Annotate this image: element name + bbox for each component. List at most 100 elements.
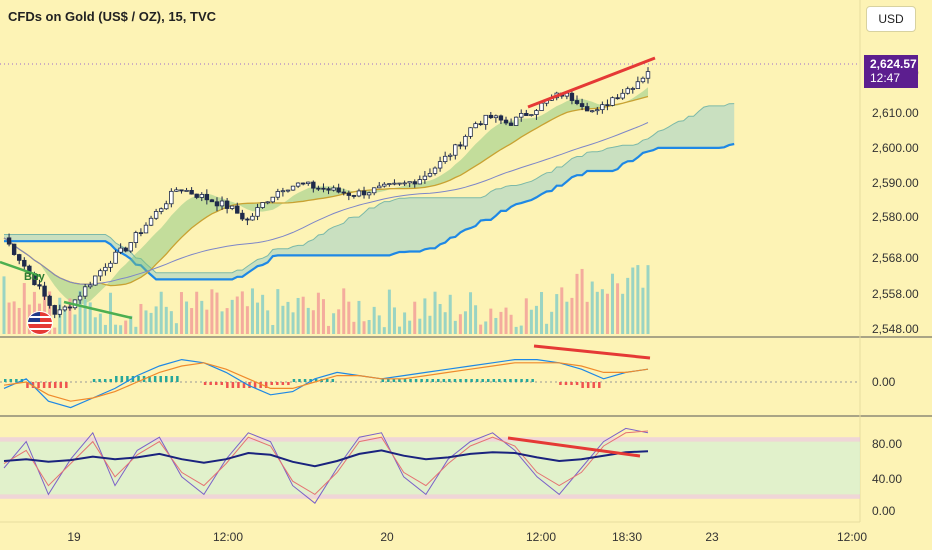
macd-histogram-bar bbox=[248, 382, 251, 388]
volume-bar bbox=[342, 288, 346, 334]
macd-histogram-bar bbox=[148, 376, 151, 382]
ichimoku-cloud bbox=[4, 103, 735, 280]
candle-body bbox=[285, 189, 291, 192]
candle-body bbox=[468, 127, 473, 137]
volume-bar bbox=[600, 289, 604, 334]
candle-body bbox=[493, 115, 499, 119]
volume-bar bbox=[7, 302, 11, 334]
currency-button[interactable]: USD bbox=[866, 6, 916, 32]
candle-body bbox=[235, 205, 240, 214]
volume-bar bbox=[382, 327, 386, 334]
price-axis-tick: 2,548.00 bbox=[872, 322, 919, 336]
price-axis-tick: 2,600.00 bbox=[872, 141, 919, 155]
volume-bar bbox=[281, 305, 285, 334]
volume-bar bbox=[48, 291, 52, 334]
volume-bar bbox=[408, 320, 412, 334]
macd-histogram-bar bbox=[326, 379, 329, 382]
candle-body bbox=[427, 172, 433, 177]
candle-body bbox=[148, 217, 154, 226]
macd-histogram-bar bbox=[270, 382, 273, 385]
candle-body bbox=[610, 97, 615, 106]
volume-bar bbox=[63, 309, 67, 334]
macd-histogram-bar bbox=[514, 379, 518, 382]
volume-bar bbox=[174, 323, 178, 334]
volume-bar bbox=[230, 299, 234, 334]
volume-bar bbox=[347, 301, 351, 334]
candle-body bbox=[448, 154, 453, 157]
macd-histogram-bar bbox=[448, 379, 451, 382]
price-axis-tick: 2,610.00 bbox=[872, 106, 919, 120]
candle-body bbox=[377, 185, 382, 189]
macd-histogram-bar bbox=[414, 379, 418, 382]
macd-histogram-bar bbox=[203, 382, 207, 385]
macd-histogram-bar bbox=[59, 382, 63, 388]
macd-histogram-bar bbox=[492, 379, 496, 382]
candle-body bbox=[508, 122, 514, 126]
price-axis-tick: 2,590.00 bbox=[872, 176, 919, 190]
macd-histogram-bar bbox=[453, 379, 457, 382]
candle-body bbox=[275, 191, 281, 198]
candle-body bbox=[123, 247, 128, 252]
candle-body bbox=[229, 205, 235, 209]
volume-bar bbox=[185, 301, 189, 334]
volume-bar bbox=[332, 313, 336, 334]
volume-bar bbox=[235, 296, 239, 334]
macd-signal-line bbox=[3, 362, 649, 402]
candle-body bbox=[437, 161, 443, 169]
candle-body bbox=[164, 203, 169, 210]
volume-bar bbox=[210, 289, 214, 334]
candle-body bbox=[214, 201, 220, 207]
candle-body bbox=[184, 189, 189, 192]
macd-histogram-bar bbox=[9, 379, 13, 382]
time-axis-tick: 20 bbox=[380, 530, 394, 544]
macd-histogram-bar bbox=[214, 382, 218, 385]
candle-body bbox=[513, 116, 519, 126]
macd-histogram-bar bbox=[170, 376, 174, 382]
candle-body bbox=[209, 199, 215, 203]
candle-body bbox=[108, 262, 113, 268]
candle-body bbox=[37, 284, 42, 287]
macd-histogram-bar bbox=[264, 382, 268, 388]
candle-body bbox=[615, 97, 620, 100]
candle-body bbox=[290, 185, 296, 191]
volume-bar bbox=[311, 310, 315, 334]
stoch-axis-tick: 80.00 bbox=[872, 437, 902, 451]
volume-bar bbox=[164, 306, 168, 334]
macd-histogram-bar bbox=[37, 382, 40, 388]
volume-bar bbox=[144, 310, 148, 334]
volume-bar bbox=[12, 301, 16, 334]
time-axis-tick: 18:30 bbox=[612, 530, 642, 544]
candle-body bbox=[113, 251, 118, 264]
volume-bar bbox=[474, 305, 478, 334]
candle-body bbox=[478, 123, 483, 126]
macd-histogram-bar bbox=[459, 379, 462, 382]
volume-bar bbox=[154, 306, 158, 334]
volume-bar bbox=[611, 273, 615, 334]
volume-bar bbox=[585, 301, 589, 334]
macd-histogram-bar bbox=[209, 382, 212, 385]
volume-bar bbox=[245, 306, 249, 334]
volume-bar bbox=[575, 273, 579, 334]
macd-histogram-bar bbox=[420, 379, 423, 382]
us-flag-icon[interactable] bbox=[27, 311, 53, 335]
macd-histogram-bar bbox=[226, 382, 229, 388]
volume-bar bbox=[555, 294, 559, 334]
price-axis-tick: 2,558.00 bbox=[872, 287, 919, 301]
support-trend-line bbox=[63, 300, 133, 320]
volume-bar bbox=[641, 287, 645, 334]
volume-bar bbox=[504, 307, 508, 334]
macd-histogram-bar bbox=[559, 382, 562, 385]
support-trend-line bbox=[0, 260, 41, 278]
macd-histogram-bar bbox=[109, 379, 112, 382]
macd-histogram-bar bbox=[176, 376, 179, 382]
macd-divergence-line bbox=[533, 344, 651, 360]
volume-bar bbox=[372, 306, 376, 334]
macd-histogram-bar bbox=[42, 382, 46, 388]
macd-histogram-bar bbox=[15, 379, 18, 382]
macd-histogram-bar bbox=[520, 379, 523, 382]
candle-body bbox=[600, 104, 605, 111]
macd-histogram-bar bbox=[481, 379, 484, 382]
candle-body bbox=[133, 232, 139, 243]
stoch-line-2 bbox=[3, 449, 649, 468]
